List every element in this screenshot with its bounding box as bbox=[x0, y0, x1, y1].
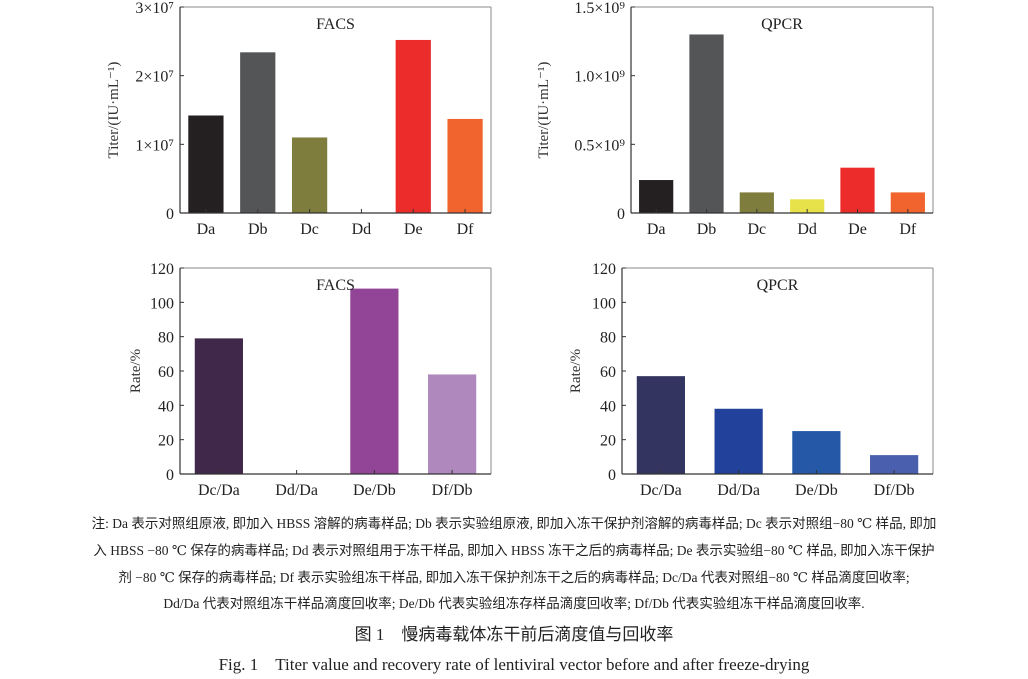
y-tick-label: 0.5×10⁹ bbox=[574, 137, 625, 154]
x-tick-label: Db bbox=[697, 221, 717, 238]
x-tick-label: Dd bbox=[797, 221, 817, 238]
x-tick-label: De/Db bbox=[795, 482, 838, 499]
note-line-1: 注: Da 表示对照组原液, 即加入 HBSS 溶解的病毒样品; Db 表示实验… bbox=[91, 516, 937, 531]
y-axis-label: Titer/(IU·mL⁻¹) bbox=[106, 62, 122, 159]
x-tick-label: Da bbox=[647, 221, 666, 238]
bar-df-db bbox=[870, 455, 919, 474]
x-tick-label: Dd/Da bbox=[275, 482, 318, 499]
bar-de-db bbox=[792, 431, 841, 474]
x-tick-label: Dd/Da bbox=[717, 482, 760, 499]
y-tick-label: 0 bbox=[166, 206, 174, 223]
x-tick-label: Dd bbox=[352, 221, 372, 238]
y-tick-label: 120 bbox=[150, 261, 174, 278]
y-tick-label: 1×10⁷ bbox=[135, 137, 174, 154]
x-tick-label: Da bbox=[197, 221, 216, 238]
y-tick-label: 40 bbox=[600, 398, 616, 415]
note-line-2: 入 HBSS −80 ℃ 保存的病毒样品; Dd 表示对照组用于冻干样品, 即加… bbox=[93, 543, 935, 558]
bar-df-db bbox=[428, 374, 477, 474]
x-tick-label: Dc/Da bbox=[640, 482, 682, 499]
bar-dc bbox=[291, 137, 328, 213]
y-tick-label: 80 bbox=[600, 330, 616, 347]
bar-dd-da bbox=[714, 408, 763, 474]
caption-chinese: 图 1 慢病毒载体冻干前后滴度值与回收率 bbox=[354, 625, 674, 644]
chart-title: FACS bbox=[316, 16, 355, 33]
x-tick-label: Dc/Da bbox=[198, 482, 240, 499]
bar-de bbox=[395, 39, 431, 214]
chart-panel-3: Dc/Da Dd/Da De/Db Df/Db 0 20 40 60 80 100 120 FACS R… bbox=[128, 261, 492, 499]
caption-english: Fig. 1 Titer value and recovery rate of … bbox=[218, 655, 810, 674]
x-tick-label: De bbox=[848, 221, 867, 238]
y-axis-label: Rate/% bbox=[128, 349, 144, 393]
y-tick-label: 100 bbox=[150, 295, 174, 312]
x-tick-label: Df/Db bbox=[432, 482, 473, 499]
x-tick-label: De bbox=[404, 221, 423, 238]
bar-db bbox=[240, 52, 276, 213]
y-tick-label: 80 bbox=[158, 330, 174, 347]
bar-de bbox=[840, 167, 875, 213]
y-tick-label: 0 bbox=[608, 467, 616, 484]
y-tick-label: 1.0×10⁹ bbox=[574, 69, 625, 86]
chart-title: QPCR bbox=[761, 16, 803, 33]
y-tick-label: 120 bbox=[592, 261, 616, 278]
x-tick-label: Dc bbox=[748, 221, 767, 238]
bar-dc bbox=[739, 192, 774, 213]
y-axis-label: Rate/% bbox=[568, 349, 584, 393]
x-tick-label: Df/Db bbox=[874, 482, 915, 499]
y-tick-label: 0 bbox=[617, 206, 625, 223]
y-tick-label: 60 bbox=[158, 364, 174, 381]
bar-dc-da bbox=[636, 376, 685, 474]
y-tick-label: 3×10⁷ bbox=[135, 0, 174, 17]
x-tick-label: De/Db bbox=[353, 482, 396, 499]
y-tick-label: 60 bbox=[600, 364, 616, 381]
x-tick-label: Db bbox=[248, 221, 268, 238]
bar-df bbox=[890, 192, 925, 213]
chart-panel-4: Dc/Da Dd/Da De/Db Df/Db 0 20 40 60 80 100 120 QPCR R… bbox=[568, 261, 934, 499]
y-tick-label: 0 bbox=[166, 467, 174, 484]
figure-charts: Da Db Dc Dd De Df 0 1×10⁷ 2×10⁷ 3×10⁷ FACS Titer/(I… bbox=[106, 0, 934, 499]
y-axis-label: Titer/(IU·mL⁻¹) bbox=[536, 62, 552, 159]
chart-title: QPCR bbox=[757, 277, 799, 294]
x-tick-label: Df bbox=[457, 221, 475, 238]
y-tick-label: 20 bbox=[158, 433, 174, 450]
chart-panel-2: Da Db Dc Dd De Df 0 0.5×10⁹ 1.0×10⁹ 1.5×10⁹ QPCR Ti… bbox=[536, 0, 934, 238]
bar-dd bbox=[790, 199, 825, 213]
y-tick-label: 40 bbox=[158, 398, 174, 415]
y-tick-label: 2×10⁷ bbox=[135, 69, 174, 86]
bar-dc-da bbox=[194, 338, 243, 474]
y-tick-label: 1.5×10⁹ bbox=[574, 0, 625, 17]
bar-db bbox=[689, 34, 724, 213]
y-tick-label: 100 bbox=[592, 295, 616, 312]
note-line-3: 剂 −80 ℃ 保存的病毒样品; Df 表示实验组冻干样品, 即加入冻干保护剂冻… bbox=[118, 570, 910, 585]
x-tick-label: Dc bbox=[300, 221, 319, 238]
y-tick-label: 20 bbox=[600, 433, 616, 450]
chart-panel-1: Da Db Dc Dd De Df 0 1×10⁷ 2×10⁷ 3×10⁷ FACS Titer/(I… bbox=[106, 0, 492, 238]
chart-title: FACS bbox=[316, 277, 355, 294]
note-line-4: Dd/Da 代表对照组冻干样品滴度回收率; De/Db 代表实验组冻存样品滴度回… bbox=[163, 596, 865, 611]
bar-da bbox=[188, 115, 224, 213]
bar-df bbox=[447, 118, 483, 213]
bar-de-db bbox=[350, 288, 399, 474]
bar-da bbox=[639, 180, 674, 213]
x-tick-label: Df bbox=[899, 221, 917, 238]
